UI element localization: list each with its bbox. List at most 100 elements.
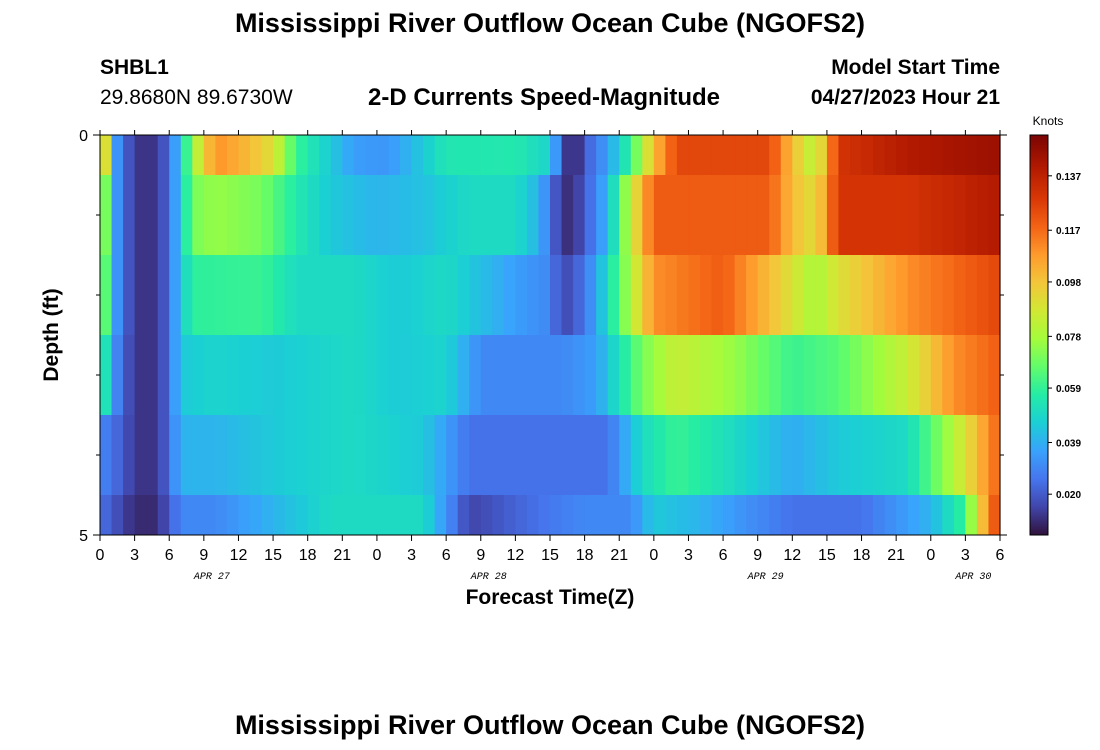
- heatmap-cell: [734, 255, 747, 335]
- heatmap-cell: [596, 415, 609, 495]
- heatmap-cell: [111, 255, 124, 335]
- heatmap-cell: [907, 495, 920, 535]
- heatmap-cell: [284, 255, 297, 335]
- heatmap-cell: [203, 175, 216, 255]
- heatmap-cell: [561, 135, 574, 175]
- heatmap-cell: [723, 255, 736, 335]
- heatmap-cell: [480, 335, 493, 415]
- heatmap-cell: [330, 135, 343, 175]
- heatmap-cell: [180, 415, 193, 495]
- heatmap-cell: [711, 415, 724, 495]
- date-label: APR 29: [747, 572, 784, 583]
- heatmap-cell: [953, 255, 966, 335]
- heatmap-cell: [653, 255, 666, 335]
- heatmap-cell: [873, 175, 886, 255]
- heatmap-cell: [584, 175, 597, 255]
- heatmap-cell: [273, 415, 286, 495]
- heatmap-cell: [792, 175, 805, 255]
- heatmap-cell: [619, 255, 632, 335]
- heatmap-cell: [457, 135, 470, 175]
- date-label: APR 28: [470, 572, 507, 583]
- heatmap-cell: [319, 495, 332, 535]
- heatmap-cell: [780, 335, 793, 415]
- heatmap-cell: [330, 495, 343, 535]
- heatmap-cell: [953, 175, 966, 255]
- heatmap-cell: [446, 335, 459, 415]
- heatmap-cell: [169, 135, 182, 175]
- heatmap-cell: [515, 135, 528, 175]
- heatmap-cell: [988, 415, 1001, 495]
- heatmap-cell: [653, 335, 666, 415]
- colorbar-tick-label: 0.078: [1056, 332, 1081, 343]
- heatmap-cell: [192, 495, 205, 535]
- heatmap-cell: [919, 335, 932, 415]
- heatmap-cell: [434, 495, 447, 535]
- heatmap-cell: [503, 135, 516, 175]
- heatmap-cell: [734, 335, 747, 415]
- heatmap-cell: [215, 255, 228, 335]
- heatmap-cell: [238, 175, 251, 255]
- heatmap-cell: [930, 335, 943, 415]
- date-label: APR 27: [193, 572, 230, 583]
- heatmap-cell: [965, 255, 978, 335]
- heatmap-cell: [146, 255, 159, 335]
- heatmap-cell: [896, 335, 909, 415]
- x-tick-label: 3: [130, 547, 139, 564]
- heatmap-cell: [146, 415, 159, 495]
- heatmap-cell: [907, 135, 920, 175]
- heatmap-cell: [273, 175, 286, 255]
- heatmap-cell: [976, 415, 990, 495]
- heatmap-cell: [965, 495, 978, 535]
- heatmap-cell: [203, 415, 216, 495]
- heatmap-cell: [515, 175, 528, 255]
- heatmap-cell: [803, 335, 816, 415]
- heatmap-cell: [976, 135, 990, 175]
- x-tick-label: 0: [926, 547, 935, 564]
- heatmap-cell: [757, 335, 770, 415]
- heatmap-cell: [965, 135, 978, 175]
- heatmap-cell: [480, 495, 493, 535]
- heatmap-cell: [284, 415, 297, 495]
- heatmap-cell: [607, 135, 620, 175]
- heatmap-cell: [826, 335, 840, 415]
- heatmap-cell: [180, 175, 193, 255]
- heatmap-cell: [988, 495, 1001, 535]
- heatmap-cell: [123, 495, 136, 535]
- y-axis: 05: [79, 128, 1007, 545]
- heatmap-cell: [896, 415, 909, 495]
- heatmap-cell: [596, 175, 609, 255]
- heatmap-cell: [630, 495, 643, 535]
- heatmap-cell: [942, 255, 955, 335]
- heatmap-cell: [930, 175, 943, 255]
- heatmap-cell: [157, 495, 170, 535]
- heatmap-cell: [515, 335, 528, 415]
- heatmap-cell: [884, 335, 897, 415]
- model-start-value: 04/27/2023 Hour 21: [810, 86, 1000, 109]
- station-id: SHBL1: [100, 56, 169, 79]
- x-tick-label: 15: [818, 547, 836, 564]
- heatmap-cell: [873, 255, 886, 335]
- heatmap-cell: [423, 335, 436, 415]
- heatmap-cell: [169, 415, 182, 495]
- heatmap-cell: [850, 415, 863, 495]
- heatmap-cell: [238, 135, 251, 175]
- chart-subtitle: 2-D Currents Speed-Magnitude: [368, 84, 721, 111]
- heatmap-cell: [653, 415, 666, 495]
- heatmap-cell: [826, 135, 840, 175]
- heatmap-cell: [642, 175, 655, 255]
- x-tick-label: 0: [649, 547, 658, 564]
- heatmap-cell: [746, 255, 759, 335]
- heatmap-cell: [780, 175, 793, 255]
- heatmap-cell: [976, 335, 990, 415]
- colorbar-tick-label: 0.117: [1056, 226, 1081, 237]
- heatmap-cell: [123, 135, 136, 175]
- heatmap-cell: [573, 175, 586, 255]
- heatmap-cell: [630, 415, 643, 495]
- heatmap-cell: [596, 255, 609, 335]
- heatmap-cell: [757, 175, 770, 255]
- heatmap-cell: [584, 135, 597, 175]
- heatmap-cell: [423, 415, 436, 495]
- heatmap-cell: [342, 255, 355, 335]
- x-tick-label: 9: [476, 547, 485, 564]
